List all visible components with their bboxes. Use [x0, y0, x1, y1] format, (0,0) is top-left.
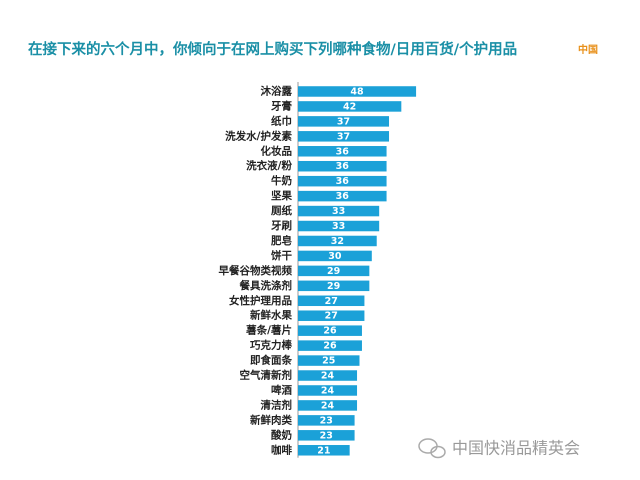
bar — [298, 146, 387, 157]
bar — [298, 430, 355, 441]
data-label: 29 — [327, 281, 340, 292]
y-tick-label: 巧克力棒 — [250, 339, 292, 352]
y-tick-label: 化妆品 — [261, 144, 293, 157]
y-tick-label: 坚果 — [271, 189, 292, 202]
data-label: 36 — [336, 176, 350, 187]
data-label: 37 — [337, 116, 350, 127]
data-label: 24 — [321, 385, 335, 396]
y-tick-label: 餐具洗涤剂 — [239, 279, 293, 292]
bar — [298, 175, 387, 187]
data-label: 26 — [323, 326, 337, 337]
bar — [298, 220, 380, 232]
y-tick-label: 女性护理用品 — [229, 294, 292, 307]
data-label: 32 — [331, 236, 344, 247]
data-label: 25 — [322, 356, 335, 367]
bar — [298, 295, 365, 307]
y-tick-label: 洗衣液/粉 — [246, 159, 292, 172]
y-tick-label: 即食面条 — [250, 354, 292, 367]
data-label: 21 — [317, 445, 330, 456]
bar — [298, 131, 390, 142]
bar — [298, 280, 370, 292]
chart-subtitle: 中国 — [578, 43, 598, 56]
data-label: 33 — [332, 221, 345, 232]
bar — [298, 160, 387, 172]
y-tick-label: 早餐谷物类视频 — [219, 264, 293, 277]
bar — [298, 265, 370, 277]
y-tick-label: 酸奶 — [271, 428, 292, 441]
y-tick-label: 牙刷 — [271, 219, 292, 232]
bar — [298, 235, 377, 247]
y-tick-label: 新鲜水果 — [250, 309, 292, 322]
bar — [298, 370, 358, 381]
y-tick-label: 纸巾 — [271, 114, 292, 127]
data-label: 29 — [327, 266, 340, 277]
bar — [298, 205, 380, 217]
bar — [298, 415, 355, 426]
data-label: 27 — [325, 311, 338, 322]
bar — [298, 116, 390, 127]
data-label: 36 — [336, 191, 350, 202]
bar — [298, 86, 417, 97]
data-label: 42 — [343, 101, 356, 112]
watermark-icon — [418, 438, 446, 459]
data-label: 23 — [320, 430, 333, 441]
bar — [298, 190, 387, 202]
y-tick-label: 沐浴露 — [261, 84, 293, 97]
y-tick-label: 牛奶 — [271, 174, 292, 187]
y-tick-label: 洗发水/护发素 — [225, 129, 292, 142]
bar — [298, 385, 358, 396]
data-label: 37 — [337, 131, 350, 142]
bar — [298, 445, 350, 456]
data-label: 27 — [325, 296, 338, 307]
data-label: 24 — [321, 371, 335, 382]
y-tick-label: 清洁剂 — [261, 398, 293, 411]
y-tick-label: 厕纸 — [271, 204, 292, 217]
chart-title: 在接下来的六个月中，你倾向于在网上购买下列哪种食物/日用百货/个护用品 — [28, 40, 517, 58]
data-label: 33 — [332, 206, 345, 217]
data-label: 26 — [323, 341, 337, 352]
bar — [298, 400, 358, 411]
data-label: 48 — [350, 86, 364, 97]
y-tick-label: 空气清新剂 — [240, 369, 293, 382]
bar — [298, 355, 360, 366]
bar — [298, 340, 362, 351]
bar — [298, 325, 362, 336]
y-tick-label: 饼干 — [271, 249, 292, 262]
y-tick-label: 肥皂 — [271, 234, 292, 247]
y-tick-label: 新鲜肉类 — [250, 413, 292, 426]
y-tick-label: 咖啡 — [271, 443, 292, 456]
data-label: 36 — [336, 161, 350, 172]
bar — [298, 250, 372, 262]
y-tick-label: 薯条/薯片 — [245, 324, 292, 337]
bar — [298, 310, 365, 321]
data-label: 24 — [321, 400, 335, 411]
data-label: 36 — [336, 146, 350, 157]
y-tick-label: 啤酒 — [271, 383, 292, 396]
data-label: 30 — [328, 251, 342, 262]
data-label: 23 — [320, 415, 333, 426]
bar — [298, 101, 402, 112]
watermark: 中国快消品精英会 — [452, 439, 580, 458]
y-tick-label: 牙膏 — [271, 99, 292, 112]
